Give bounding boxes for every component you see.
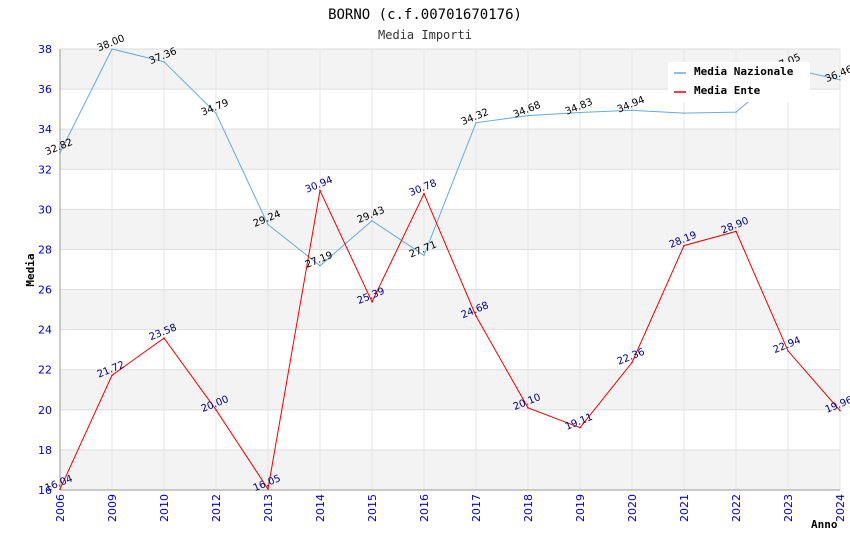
data-point (631, 361, 633, 364)
x-tick-label: 2019 (574, 494, 587, 522)
grid-band (60, 369, 840, 410)
data-point (267, 488, 269, 490)
data-point (735, 230, 737, 233)
y-axis-label: Media (24, 253, 37, 286)
data-point (215, 112, 217, 115)
y-tick-label: 26 (38, 284, 52, 297)
data-point (839, 79, 841, 81)
data-point (475, 121, 477, 124)
y-tick-label: 16 (38, 484, 52, 497)
x-axis-ticks: 2006 2009 2010 2012 2013 2014 2015 2016 2017 2018… (54, 494, 847, 522)
y-tick-label: 36 (38, 83, 52, 96)
series-line-media-ente (59, 188, 841, 491)
data-point (683, 244, 685, 247)
data-point (163, 61, 165, 63)
x-axis-label: Anno (811, 518, 838, 531)
x-tick-label: 2015 (366, 494, 379, 522)
data-point (527, 407, 529, 409)
data-label: 34.83 (564, 97, 595, 118)
data-point (579, 426, 581, 429)
data-point (787, 350, 789, 352)
data-label: 19.11 (564, 412, 595, 433)
chart-subtitle: Media Importi (378, 28, 472, 42)
legend-box (668, 62, 810, 102)
x-tick-label: 2012 (210, 494, 223, 522)
data-point (475, 315, 477, 317)
x-tick-label: 2009 (106, 494, 119, 522)
data-point (423, 192, 425, 195)
x-tick-label: 2018 (522, 494, 535, 522)
data-point (631, 109, 633, 112)
data-point (111, 48, 113, 50)
y-tick-label: 30 (38, 203, 52, 216)
legend-label-media-ente: Media Ente (694, 84, 761, 97)
data-label: 16.04 (44, 473, 75, 494)
data-label: 27.19 (304, 250, 335, 271)
data-point (319, 189, 321, 192)
chart-title: BORNO (c.f.00701670176) (328, 7, 522, 23)
data-point (579, 111, 581, 114)
data-label: 34.68 (512, 100, 543, 121)
x-tick-label: 2022 (730, 494, 743, 522)
legend: Media Nazionale Media Ente (668, 62, 810, 102)
y-tick-label: 34 (38, 123, 52, 136)
y-tick-label: 24 (38, 324, 52, 337)
legend-label-media-nazionale: Media Nazionale (694, 65, 794, 78)
x-tick-label: 2013 (262, 494, 275, 522)
y-tick-label: 20 (38, 404, 52, 417)
grid-band (60, 209, 840, 250)
x-tick-label: 2010 (158, 494, 171, 522)
y-tick-label: 18 (38, 444, 52, 457)
data-label: 22.36 (616, 347, 647, 368)
x-tick-label: 2024 (834, 494, 847, 522)
x-tick-label: 2023 (782, 494, 795, 522)
data-point (839, 409, 841, 412)
grid-bands (60, 49, 840, 490)
data-point (683, 112, 685, 114)
data-point (371, 219, 373, 222)
data-labels: 32.8238.0037.3634.7929.2427.1929.4327.71… (44, 33, 850, 494)
data-point (215, 409, 217, 411)
data-point (423, 254, 425, 257)
data-point (371, 300, 373, 303)
data-label: 34.79 (200, 98, 231, 119)
y-tick-label: 32 (38, 163, 52, 176)
x-tick-label: 2016 (418, 494, 431, 522)
data-point (267, 223, 269, 226)
x-tick-label: 2006 (54, 494, 67, 522)
data-label: 30.94 (304, 175, 335, 196)
grid-lines (59, 48, 841, 491)
data-label: 34.94 (616, 95, 647, 116)
data-point (527, 114, 529, 117)
y-tick-label: 22 (38, 364, 52, 377)
data-point (59, 152, 61, 154)
data-point (735, 111, 737, 113)
data-point (163, 337, 165, 339)
grid-band (60, 449, 840, 490)
series-group (59, 48, 841, 491)
data-label: 22.94 (772, 335, 803, 356)
series-line-media-nazionale (59, 48, 841, 267)
data-point (111, 374, 113, 377)
x-tick-label: 2014 (314, 494, 327, 522)
x-tick-label: 2020 (626, 494, 639, 522)
x-tick-label: 2021 (678, 494, 691, 522)
x-tick-label: 2017 (470, 494, 483, 522)
y-axis-ticks: 16 18 20 22 24 26 28 30 32 34 36 38 (38, 43, 52, 497)
y-tick-label: 38 (38, 43, 52, 56)
data-point (319, 264, 321, 267)
y-tick-label: 28 (38, 243, 52, 256)
grid-band (60, 289, 840, 330)
data-point (59, 488, 61, 490)
grid-band (60, 129, 840, 170)
